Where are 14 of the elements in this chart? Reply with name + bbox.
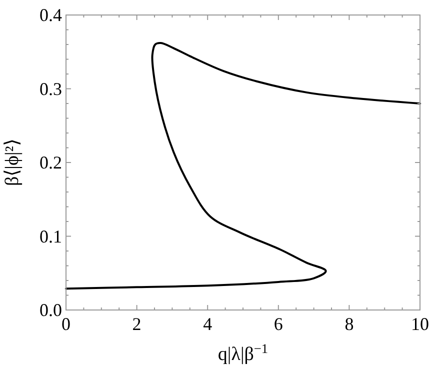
y-tick-label: 0.4: [40, 5, 62, 25]
x-tick-label: 8: [344, 314, 354, 334]
x-tick-label: 0: [62, 314, 70, 334]
x-tick-label: 4: [203, 314, 212, 334]
y-tick-label: 0.0: [40, 300, 62, 320]
x-tick-label: 6: [274, 314, 283, 334]
x-tick-label: 10: [411, 314, 429, 334]
y-tick-label: 0.2: [40, 152, 62, 172]
y-axis-title: β⟨|ϕ|²⟩: [2, 139, 23, 186]
line-series: [65, 42, 421, 290]
y-tick-label: 0.3: [40, 78, 62, 99]
x-axis-title: q|λ|β$^{−1}$: [218, 340, 268, 365]
x-tick-label: 2: [132, 314, 142, 334]
y-tick-label: 0.1: [40, 226, 62, 246]
